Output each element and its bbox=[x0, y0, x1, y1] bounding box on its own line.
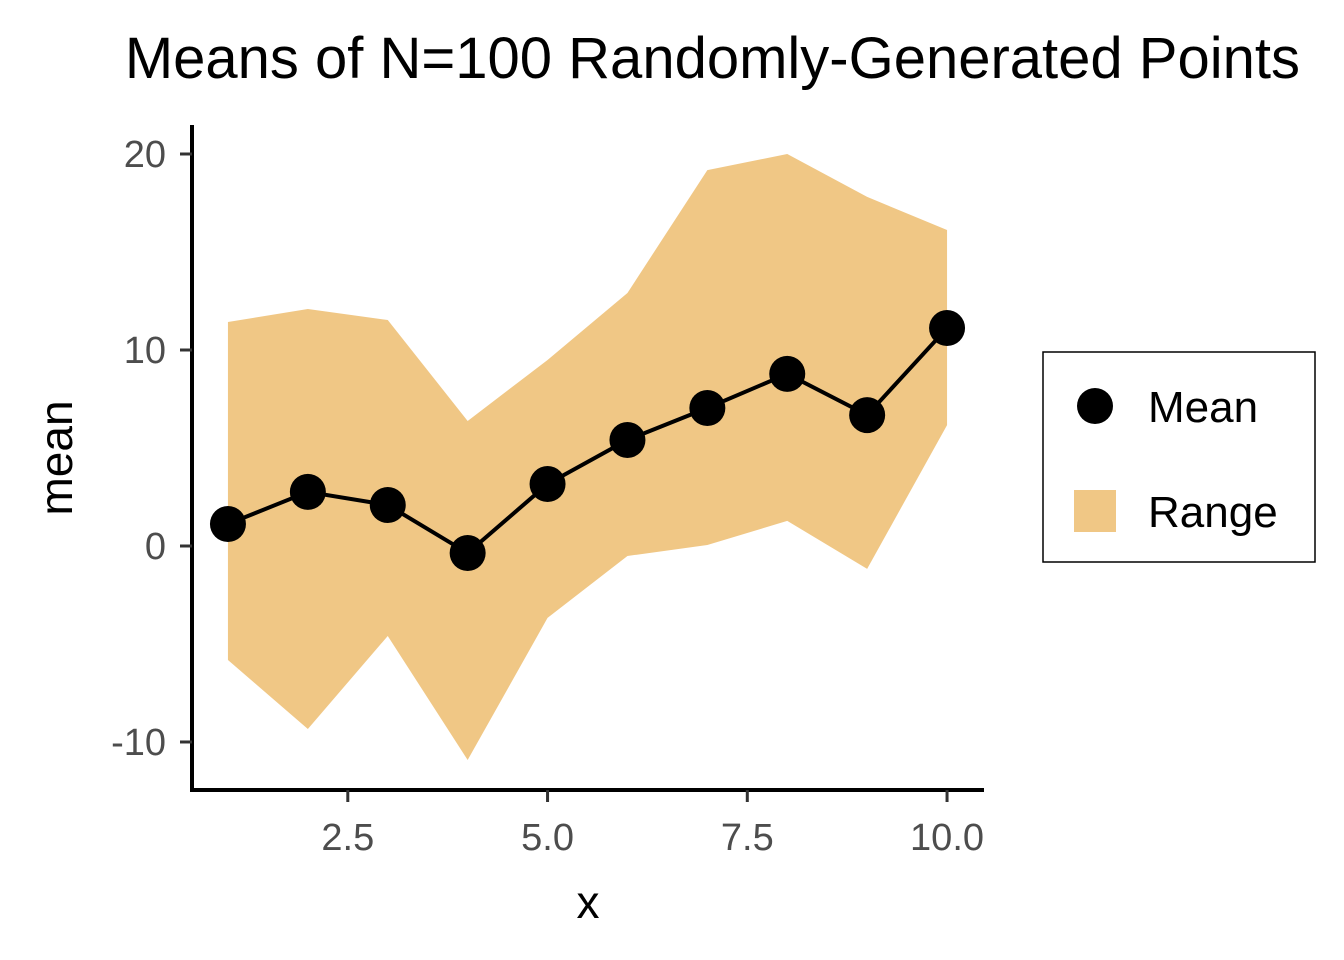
mean-point bbox=[929, 310, 966, 347]
mean-point bbox=[769, 355, 806, 392]
y-tick-label: -10 bbox=[111, 722, 166, 764]
plot-area bbox=[209, 154, 966, 761]
mean-line bbox=[227, 326, 949, 556]
y-tick-label: 10 bbox=[124, 330, 166, 372]
legend-range-key bbox=[1074, 490, 1116, 532]
x-tick-label: 7.5 bbox=[721, 817, 774, 859]
range-ribbon bbox=[227, 154, 948, 761]
legend-range-label: Range bbox=[1148, 488, 1278, 537]
legend-mean-key bbox=[1077, 388, 1113, 424]
mean-point bbox=[689, 390, 726, 427]
x-tick-label: 2.5 bbox=[321, 817, 374, 859]
x-axis-label: x bbox=[577, 876, 600, 928]
mean-point bbox=[449, 535, 486, 572]
y-ticks: -10 0 10 20 bbox=[111, 134, 192, 764]
y-axis-label: mean bbox=[30, 400, 82, 515]
x-ticks: 2.5 5.0 7.5 10.0 bbox=[321, 790, 984, 859]
mean-point bbox=[209, 506, 246, 543]
y-tick-label: 0 bbox=[145, 526, 166, 568]
mean-point bbox=[529, 466, 566, 503]
legend-mean-label: Mean bbox=[1148, 383, 1258, 432]
legend: Mean Range bbox=[1042, 351, 1316, 563]
chart-title: Means of N=100 Randomly-Generated Points bbox=[125, 26, 1300, 91]
mean-point bbox=[289, 473, 326, 510]
y-tick-label: 20 bbox=[124, 134, 166, 176]
mean-point bbox=[849, 397, 886, 434]
mean-point bbox=[369, 487, 406, 524]
mean-point bbox=[609, 421, 646, 458]
x-tick-label: 5.0 bbox=[521, 817, 574, 859]
x-tick-label: 10.0 bbox=[910, 817, 984, 859]
